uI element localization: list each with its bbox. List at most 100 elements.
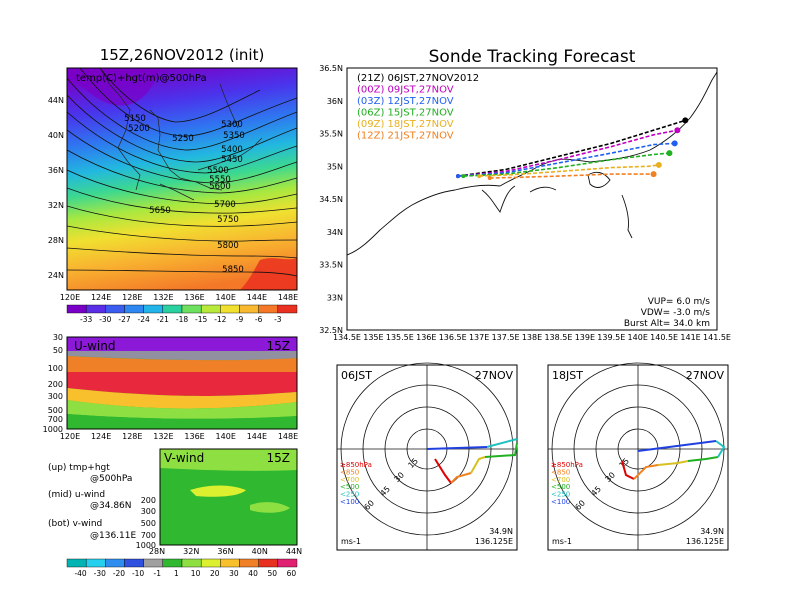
tracking-lon-tick: 141.5E [703, 333, 731, 342]
temp-colorbar-swatch [181, 304, 202, 314]
tracking-lon-tick: 139.5E [597, 333, 625, 342]
track-line [457, 142, 675, 177]
wind-colorbar-swatch [258, 558, 279, 568]
temp-colorbar-tick: -30 [99, 315, 111, 324]
uwind-pressure-tick: 30 [53, 333, 63, 342]
tracking-map [347, 68, 717, 330]
wind-colorbar-swatch [85, 558, 106, 568]
contour-label: 5600 [209, 182, 231, 192]
hodograph-06jst: 06JST 27NOV15304560≥850hPa<850<700<500<25… [336, 362, 518, 551]
track-endpoint [650, 171, 657, 178]
tracking-lon-tick: 136.5E [439, 333, 467, 342]
track-start [456, 174, 460, 179]
hodograph-units: ms-1 [341, 537, 361, 546]
tracking-lat-tick: 36.5N [319, 64, 343, 73]
hodograph-lat: 34.9N [700, 527, 724, 536]
uwind-lon-tick: 124E [91, 432, 111, 441]
param-vup: VUP= 6.0 m/s [648, 297, 711, 307]
wind-colorbar-tick: 10 [191, 569, 201, 578]
vwind-lat-tick: 28N [149, 547, 165, 556]
wind-colorbar-swatch [181, 558, 202, 568]
wind-colorbar-swatch [277, 558, 298, 568]
contour-label: 5250 [172, 134, 194, 144]
hodograph-trace [657, 460, 689, 466]
uwind-frame [66, 336, 298, 430]
main-lon-tick: 128E [122, 293, 142, 302]
hodograph-trace [621, 460, 635, 480]
vwind-frame [159, 448, 298, 546]
tracking-title: Sonde Tracking Forecast [429, 47, 636, 67]
tracking-lon-ticks: 134.5E 135E 135.5E 136E 136.5E 137E 137.5E 138E… [333, 333, 731, 342]
hodograph-date: 27NOV [475, 369, 514, 382]
tracking-lon-tick: 140.5E [650, 333, 678, 342]
vwind-pressure-tick: 200 [141, 496, 156, 505]
vwind-pressure-tick: 500 [141, 519, 156, 528]
wind-colorbar-swatch [124, 558, 144, 568]
wind-colorbar-tick: 50 [267, 569, 277, 578]
hodograph-18jst: 18JST 27NOV15304560≥850hPa<850<700<500<25… [547, 362, 729, 551]
vwind-lat-tick: 36N [217, 547, 233, 556]
vwind-field [160, 449, 297, 545]
temp-colorbar-ticks: -33 -30 -27 -24 -21 -18 -15 -12 -9 -6 -3 [80, 315, 282, 324]
hodograph-legend-entry: <100 [340, 498, 359, 506]
temp-colorbar-tick: -24 [138, 315, 150, 324]
wind-colorbar-tick: -20 [113, 569, 125, 578]
hodograph-trace [633, 464, 659, 480]
track-start [477, 174, 482, 179]
vwind-pressure-tick: 300 [141, 507, 156, 516]
tracking-lat-tick: 35N [327, 162, 343, 171]
note-line: (bot) v-wind [48, 519, 102, 529]
contour-label: 5550 [209, 175, 231, 185]
wind-colorbar-tick: 60 [287, 569, 297, 578]
hodograph-time: 18JST [552, 369, 583, 382]
main-lon-tick: 132E [153, 293, 173, 302]
tracking-lon-tick: 137E [469, 333, 489, 342]
contour-label: 5150 [124, 114, 146, 124]
contour-label: 5650 [149, 206, 171, 216]
hodograph-lat: 34.9N [489, 527, 513, 536]
wind-colorbar-tick: -40 [74, 569, 86, 578]
tracking-lat-tick: 34N [327, 228, 343, 237]
main-lon-ticks: 120E 124E 128E 132E 136E 140E 144E 148E [60, 293, 298, 302]
hodograph-units: ms-1 [552, 537, 572, 546]
hodograph-trace [434, 458, 452, 484]
temp-colorbar [66, 304, 298, 314]
main-lat-tick: 32N [48, 201, 64, 210]
temp-colorbar-tick: -15 [195, 315, 207, 324]
tracking-series [456, 117, 689, 181]
contour-label: 5200 [128, 124, 150, 134]
tracking-lon-tick: 134.5E [333, 333, 361, 342]
uwind-pressure-tick: 100 [48, 364, 63, 373]
contour-label: 5750 [217, 215, 239, 225]
main-lat-tick: 28N [48, 236, 64, 245]
temp-colorbar-tick: -9 [236, 315, 244, 324]
main-map-frame [66, 67, 298, 291]
track-endpoint [655, 161, 662, 168]
uwind-pressure-tick: 700 [48, 415, 63, 424]
hodograph-legend-entry: <850 [551, 468, 570, 476]
hodograph-trace [450, 472, 472, 484]
main-lat-ticks: 44N 40N 36N 32N 28N 24N [48, 96, 64, 280]
vwind-lat-tick: 44N [286, 547, 302, 556]
vwind-pressure-tick: 1000 [136, 541, 156, 550]
tracking-legend: (21Z) 06JST,27NOV2012(00Z) 09JST,27NOV(0… [357, 73, 479, 142]
main-lat-tick: 36N [48, 166, 64, 175]
contour-label: 5400 [221, 145, 243, 155]
hodograph-legend-entry: <500 [340, 483, 359, 491]
temp-colorbar-swatch [124, 304, 144, 314]
tracking-params: VUP= 6.0 m/s VDW= -3.0 m/s Burst Alt= 34… [624, 297, 710, 329]
tracking-lon-tick: 140E [628, 333, 648, 342]
wind-colorbar [66, 558, 298, 568]
contour-label: 5450 [221, 155, 243, 165]
temp-colorbar-swatch [220, 304, 240, 314]
note-line: @34.86N [90, 501, 132, 511]
tracking-legend-entry: (21Z) 06JST,27NOV2012 [357, 73, 479, 84]
contour-label: 5700 [214, 200, 236, 210]
main-lon-tick: 144E [247, 293, 267, 302]
temp-colorbar-tick: -3 [274, 315, 282, 324]
uwind-title: U-wind [74, 339, 115, 353]
vwind-time: 15Z [267, 451, 291, 465]
wind-colorbar-swatch [105, 558, 125, 568]
temp-colorbar-tick: -12 [214, 315, 226, 324]
